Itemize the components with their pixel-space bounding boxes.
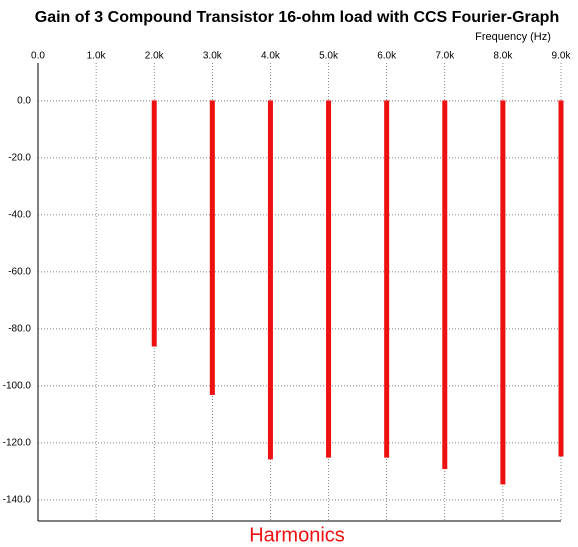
x-tick-label: 8.0k — [493, 51, 513, 62]
y-tick-label: -100.0 — [3, 381, 32, 392]
y-tick-label: -140.0 — [3, 495, 32, 506]
x-tick-label: 3.0k — [203, 51, 223, 62]
x-tick-label: 1.0k — [87, 51, 107, 62]
y-tick-label: -60.0 — [8, 267, 31, 278]
x-tick-label: 7.0k — [435, 51, 455, 62]
x-axis-label: Frequency (Hz) — [475, 31, 551, 43]
x-tick-label: 4.0k — [261, 51, 281, 62]
bar — [209, 100, 215, 395]
x-tick-label: 2.0k — [145, 51, 165, 62]
y-tick-label: -120.0 — [3, 438, 32, 449]
y-tick-label: -40.0 — [8, 210, 31, 221]
bar — [558, 100, 564, 457]
x-tick-label: 0.0 — [31, 51, 45, 62]
y-tick-label: -80.0 — [8, 324, 31, 335]
chart-title: Gain of 3 Compound Transistor 16-ohm loa… — [35, 9, 559, 26]
y-tick-label: 0.0 — [17, 96, 31, 107]
bottom-label: Harmonics — [249, 524, 345, 546]
x-tick-label: 6.0k — [377, 51, 397, 62]
bar — [326, 100, 332, 458]
bar — [267, 100, 273, 460]
x-tick-label: 9.0k — [552, 51, 572, 62]
bar — [442, 100, 448, 470]
bar — [151, 100, 157, 347]
bar — [384, 100, 390, 458]
x-tick-label: 5.0k — [319, 51, 339, 62]
y-tick-label: -20.0 — [8, 153, 31, 164]
bar — [500, 100, 506, 485]
